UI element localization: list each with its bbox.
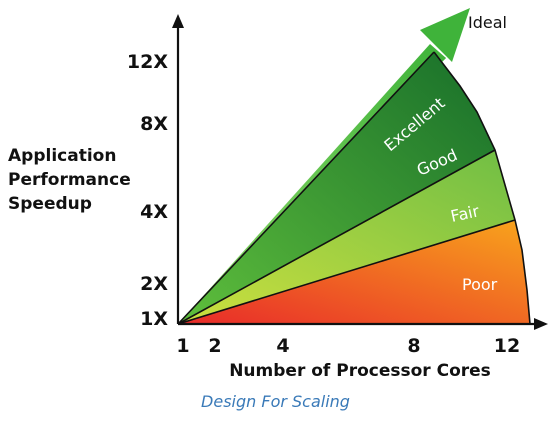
divider-ideal-excellent bbox=[177, 51, 435, 325]
x-tick-label: 2 bbox=[208, 335, 221, 357]
y-tick-label: 4X bbox=[140, 201, 168, 223]
y-tick-label: 8X bbox=[140, 113, 168, 135]
y-tick-label: 2X bbox=[140, 273, 168, 295]
ideal-arrowhead bbox=[420, 8, 470, 62]
band-excellent bbox=[178, 52, 495, 324]
divider-excellent-good bbox=[177, 149, 496, 325]
divider-good-fair bbox=[177, 219, 516, 325]
ideal-label: Ideal bbox=[468, 13, 507, 32]
figure-caption: Design For Scaling bbox=[201, 392, 350, 411]
x-tick-label: 8 bbox=[407, 335, 420, 357]
band-good bbox=[178, 150, 515, 324]
y-axis-arrowhead bbox=[172, 14, 184, 28]
x-axis-arrowhead bbox=[534, 318, 548, 330]
y-axis-title-line-1: Application bbox=[8, 146, 117, 166]
band-label-poor: Poor bbox=[462, 275, 498, 294]
band-poor bbox=[178, 220, 530, 324]
x-tick-label: 12 bbox=[494, 335, 520, 357]
y-axis-title-line-3: Speedup bbox=[8, 194, 92, 214]
y-tick-label: 12X bbox=[127, 51, 168, 73]
y-tick-label: 1X bbox=[140, 308, 168, 330]
x-tick-label: 4 bbox=[276, 335, 289, 357]
x-axis-title: Number of Processor Cores bbox=[229, 361, 491, 380]
x-tick-label: 1 bbox=[176, 335, 189, 357]
outer-boundary bbox=[433, 51, 531, 325]
y-axis-title-line-2: Performance bbox=[8, 170, 131, 190]
scaling-chart: Ideal Excellent Good Fair Poor 12X 8X 4X… bbox=[127, 8, 548, 380]
